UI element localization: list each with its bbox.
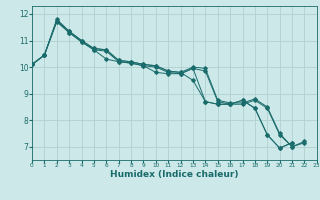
X-axis label: Humidex (Indice chaleur): Humidex (Indice chaleur): [110, 170, 239, 179]
